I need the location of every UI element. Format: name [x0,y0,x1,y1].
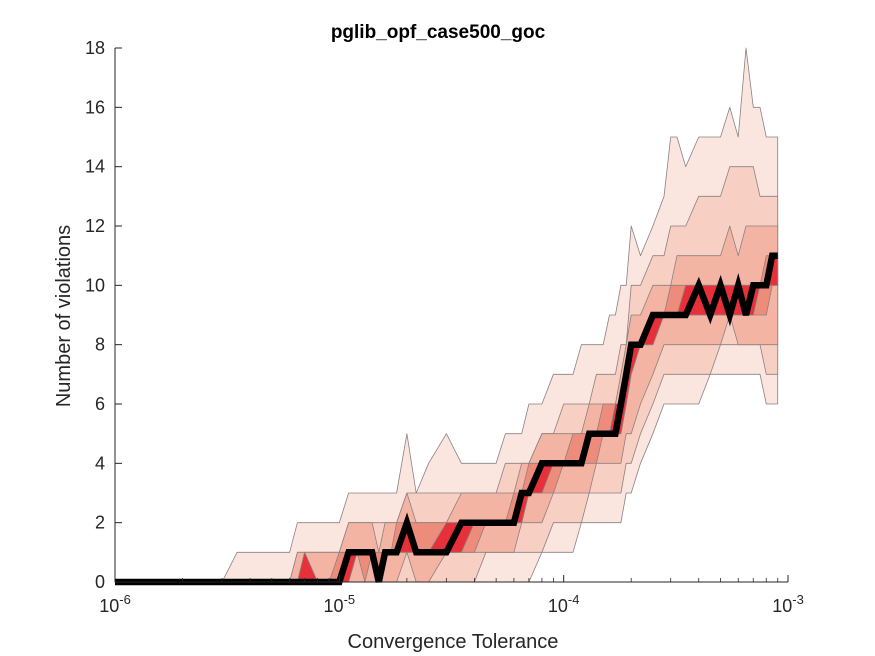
y-axis-ticks: 0 2 4 6 8 10 12 14 16 18 [85,38,122,592]
y-tick-label: 4 [95,453,105,473]
y-tick-label: 18 [85,38,105,58]
y-tick-label: 16 [85,97,105,117]
x-tick-label: 10-6 [99,592,131,616]
x-tick-label: 10-3 [772,592,804,616]
y-tick-label: 6 [95,394,105,414]
y-tick-label: 2 [95,513,105,533]
y-tick-label: 0 [95,572,105,592]
x-axis-ticks: 10-6 10-5 10-4 10-3 [99,575,804,616]
x-tick-label: 10-5 [324,592,356,616]
y-axis-label: Number of violations [53,225,75,407]
y-tick-label: 12 [85,216,105,236]
chart-axes [114,48,788,583]
y-tick-label: 8 [95,335,105,355]
chart-title: pglib_opf_case500_goc [331,22,546,43]
x-axis-label: Convergence Tolerance [348,631,559,653]
y-tick-label: 14 [85,157,105,177]
band-2 [114,166,779,583]
y-tick-label: 10 [85,275,105,295]
x-tick-label: 10-4 [548,592,580,616]
